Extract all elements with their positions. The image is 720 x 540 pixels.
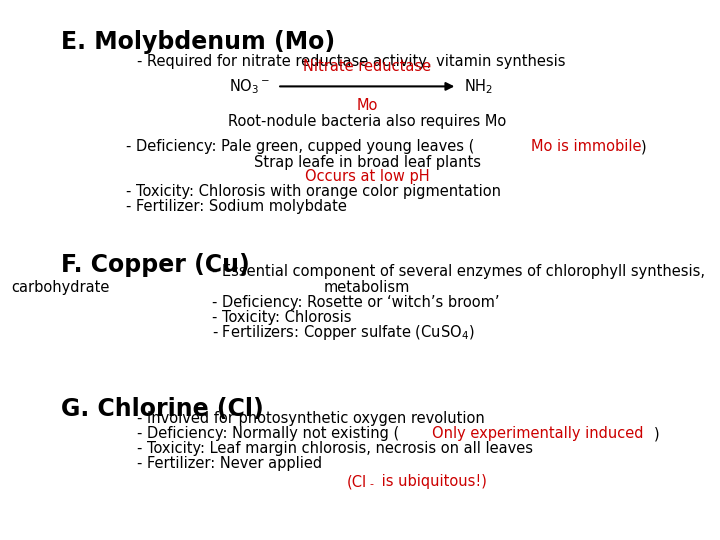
Text: - Fertilizer: Never applied: - Fertilizer: Never applied: [137, 456, 322, 471]
Text: - Essential component of several enzymes of chlorophyll synthesis,: - Essential component of several enzymes…: [212, 264, 706, 279]
Text: - Deficiency: Pale green, cupped young leaves (: - Deficiency: Pale green, cupped young l…: [126, 139, 474, 154]
Text: - Toxicity: Chlorosis: - Toxicity: Chlorosis: [212, 310, 352, 325]
Text: NO$_3$$^-$: NO$_3$$^-$: [229, 77, 270, 96]
Text: Mo: Mo: [356, 98, 378, 113]
Text: Mo is immobile: Mo is immobile: [531, 139, 642, 154]
Text: ): ): [641, 139, 647, 154]
Text: NH$_2$: NH$_2$: [464, 77, 493, 96]
Text: is ubiquitous!): is ubiquitous!): [377, 474, 487, 489]
Text: - Toxicity: Leaf margin chlorosis, necrosis on all leaves: - Toxicity: Leaf margin chlorosis, necro…: [137, 441, 533, 456]
Text: Only experimentally induced: Only experimentally induced: [432, 426, 644, 441]
Text: -: -: [369, 479, 374, 489]
Text: - Toxicity: Chlorosis with orange color pigmentation: - Toxicity: Chlorosis with orange color …: [126, 184, 501, 199]
Text: ): ): [654, 426, 660, 441]
Text: G. Chlorine (Cl): G. Chlorine (Cl): [61, 397, 264, 421]
Text: Strap leafe in broad leaf plants: Strap leafe in broad leaf plants: [253, 154, 481, 170]
Text: - Involved for photosynthetic oxygen revolution: - Involved for photosynthetic oxygen rev…: [137, 411, 485, 426]
Text: Nitrate reductase: Nitrate reductase: [303, 59, 431, 74]
Text: Root-nodule bacteria also requires Mo: Root-nodule bacteria also requires Mo: [228, 114, 506, 129]
Text: - Required for nitrate reductase activity, vitamin synthesis: - Required for nitrate reductase activit…: [137, 54, 565, 69]
Text: E. Molybdenum (Mo): E. Molybdenum (Mo): [61, 30, 336, 53]
Text: - Fertilizer: Sodium molybdate: - Fertilizer: Sodium molybdate: [126, 199, 347, 214]
Text: - Deficiency: Normally not existing (: - Deficiency: Normally not existing (: [137, 426, 399, 441]
Text: Occurs at low pH: Occurs at low pH: [305, 169, 430, 184]
Text: F. Copper (Cu): F. Copper (Cu): [61, 253, 250, 276]
Text: - Fertilizers: Copper sulfate (CuSO$_4$): - Fertilizers: Copper sulfate (CuSO$_4$): [212, 323, 475, 342]
Text: - Deficiency: Rosette or ‘witch’s broom’: - Deficiency: Rosette or ‘witch’s broom’: [212, 295, 500, 310]
Text: carbohydrate: carbohydrate: [11, 280, 109, 295]
Text: metabolism: metabolism: [324, 280, 410, 295]
Text: (Cl: (Cl: [347, 474, 367, 489]
